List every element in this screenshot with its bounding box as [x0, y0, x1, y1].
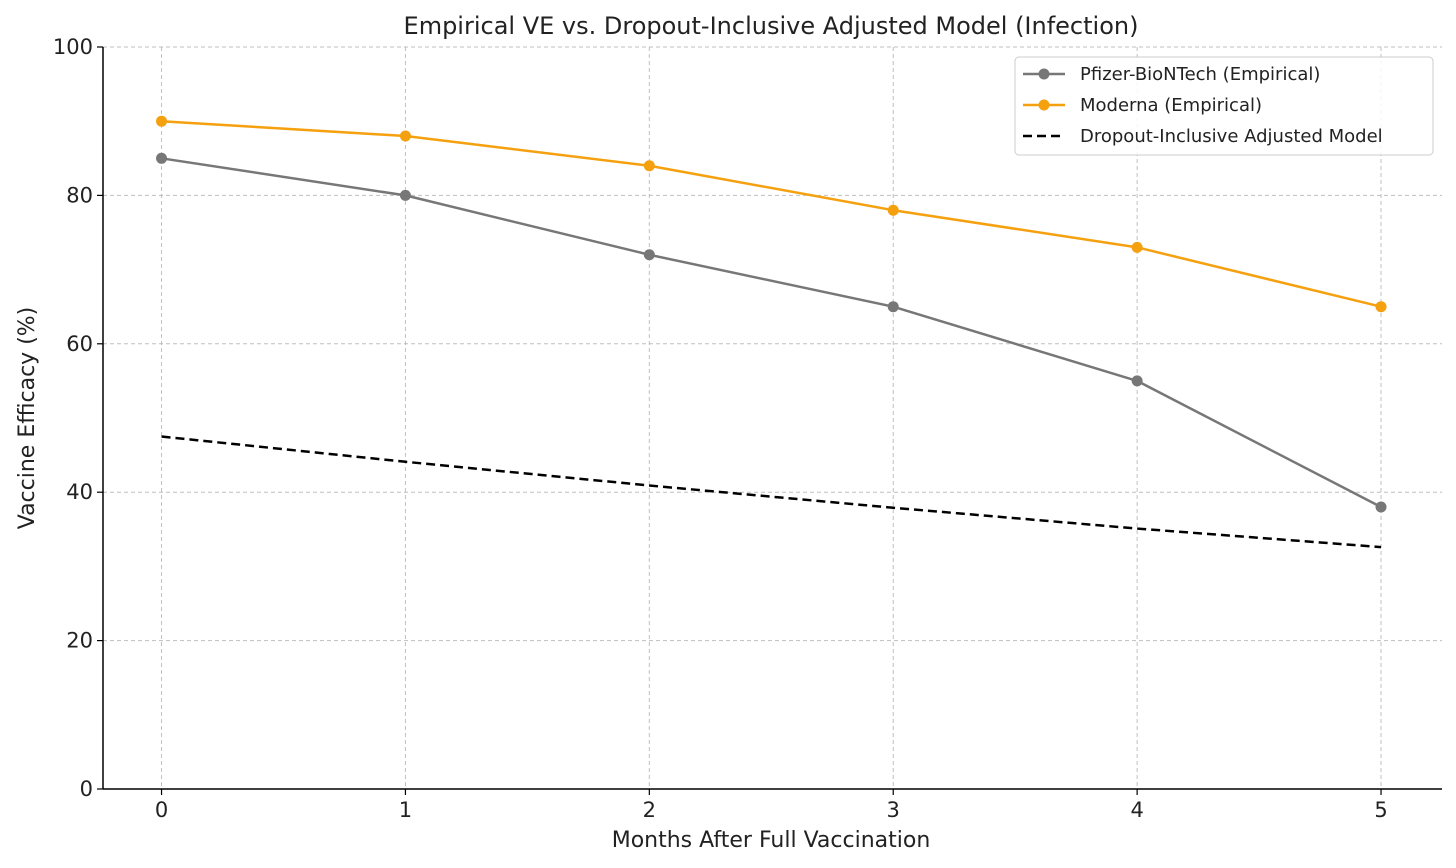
data-point: [643, 249, 655, 261]
legend-box: [1014, 56, 1434, 156]
series-1: [156, 115, 1387, 313]
data-point: [887, 301, 899, 313]
series-0: [156, 152, 1387, 513]
y-tick-label: 0: [80, 777, 93, 801]
axes: [102, 47, 1442, 790]
legend-label: Dropout-Inclusive Adjusted Model: [1080, 126, 1383, 147]
x-tick-label: 3: [887, 798, 900, 822]
y-tick-label: 20: [66, 629, 93, 653]
data-point: [1131, 375, 1143, 387]
x-tick-label: 4: [1130, 798, 1143, 822]
y-axis-label: Vaccine Efficacy (%): [15, 307, 40, 530]
legend-entry: Pfizer-BioNTech (Empirical): [1023, 64, 1320, 85]
y-tick-label: 60: [66, 332, 93, 356]
data-series: [156, 115, 1387, 549]
x-tick-label: 2: [643, 798, 656, 822]
x-tick-label: 0: [155, 798, 168, 822]
chart-title: Empirical VE vs. Dropout-Inclusive Adjus…: [404, 12, 1139, 40]
legend-entry: Dropout-Inclusive Adjusted Model: [1023, 126, 1383, 147]
x-tick-label: 5: [1374, 798, 1387, 822]
legend-label: Moderna (Empirical): [1080, 95, 1262, 116]
series-line: [161, 435, 1382, 549]
data-point: [1131, 241, 1143, 253]
tick-labels: 0 1 2 3 4 5 0 20 40 60 80 100: [53, 35, 1388, 822]
legend-marker: [1038, 68, 1050, 80]
y-tick-label: 100: [53, 35, 93, 59]
legend-entry: Moderna (Empirical): [1023, 95, 1262, 116]
legend-marker: [1038, 99, 1050, 111]
data-point: [1375, 301, 1387, 313]
legend-label: Pfizer-BioNTech (Empirical): [1080, 64, 1320, 85]
series-line: [161, 157, 1382, 509]
grid-lines: [103, 46, 1442, 790]
y-tick-label: 40: [66, 480, 93, 504]
legend: Pfizer-BioNTech (Empirical) Moderna (Empi…: [1014, 56, 1434, 156]
y-tick-label: 80: [66, 183, 93, 207]
data-point: [399, 189, 411, 201]
data-point: [643, 160, 655, 172]
series-line: [161, 119, 1382, 308]
data-point: [399, 130, 411, 142]
data-point: [887, 204, 899, 216]
data-point: [156, 115, 168, 127]
x-tick-label: 1: [399, 798, 412, 822]
data-point: [156, 152, 168, 164]
series-2: [161, 435, 1382, 549]
x-axis-label: Months After Full Vaccination: [612, 828, 931, 853]
data-point: [1375, 501, 1387, 513]
